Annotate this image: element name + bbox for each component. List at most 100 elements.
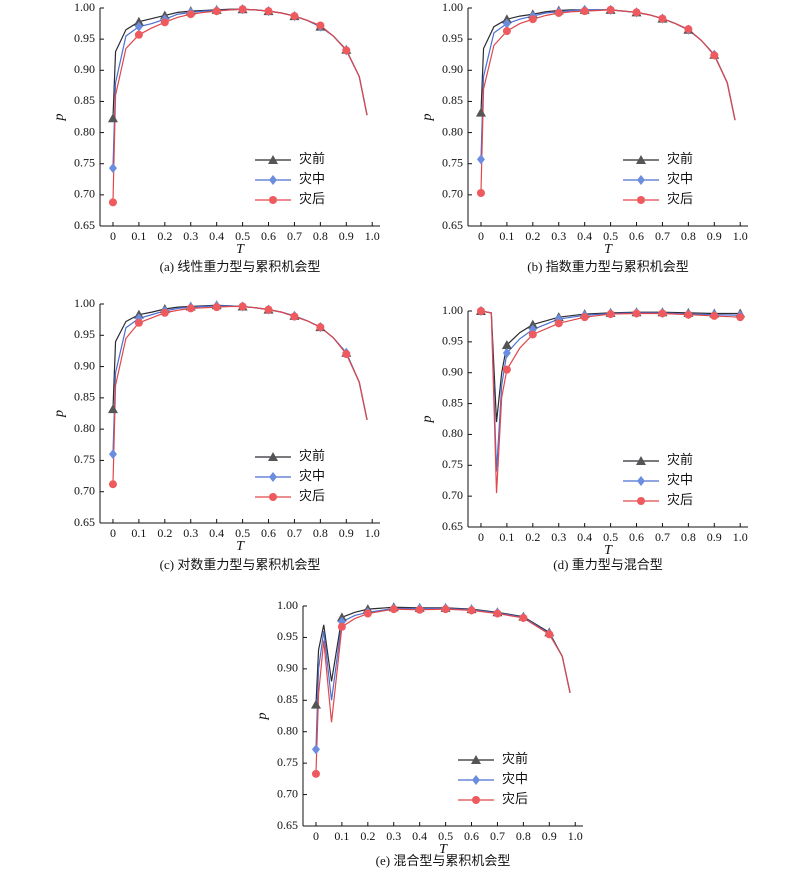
legend-label: 灾后 — [667, 492, 693, 507]
x-tick-label: 0.8 — [681, 229, 696, 243]
x-tick-label: 0.8 — [313, 526, 328, 540]
marker — [107, 113, 118, 123]
x-tick-label: 0.1 — [499, 229, 514, 243]
series-line — [315, 607, 571, 750]
marker — [476, 154, 485, 165]
y-tick-label: 0.85 — [442, 395, 463, 409]
marker — [471, 755, 481, 764]
legend-label: 灾前 — [502, 751, 528, 766]
x-tick-label: 0.7 — [655, 530, 670, 544]
chart-caption: (d) 重力型与混合型 — [553, 557, 662, 572]
marker — [545, 630, 554, 639]
marker — [736, 313, 745, 322]
y-tick-label: 0.75 — [442, 457, 463, 471]
marker — [268, 155, 278, 164]
y-tick-label: 0.70 — [74, 483, 95, 497]
series-line — [112, 305, 368, 455]
legend-label: 灾中 — [299, 468, 325, 483]
marker — [415, 605, 424, 614]
y-tick-label: 0.90 — [74, 358, 95, 372]
y-tick-label: 0.90 — [74, 62, 95, 76]
marker — [337, 622, 346, 631]
x-tick-label: 0.9 — [707, 229, 722, 243]
marker — [684, 310, 693, 319]
chart-caption: (b) 指数重力型与累积机会型 — [527, 259, 688, 274]
y-tick-label: 0.90 — [442, 62, 463, 76]
legend-label: 灾中 — [667, 472, 693, 487]
marker — [502, 18, 511, 29]
marker — [636, 155, 646, 164]
x-axis-label: T — [604, 242, 613, 257]
marker — [269, 196, 277, 204]
marker — [212, 7, 221, 16]
marker — [160, 18, 169, 27]
marker — [476, 307, 485, 315]
marker — [290, 12, 299, 21]
y-tick-label: 0.75 — [74, 452, 95, 466]
y-tick-label: 0.85 — [74, 93, 95, 107]
marker — [342, 46, 351, 55]
y-tick-label: 1.00 — [442, 303, 463, 317]
legend-label: 灾中 — [667, 171, 693, 186]
x-tick-label: 0.1 — [131, 526, 146, 540]
y-tick-label: 0.75 — [74, 155, 95, 169]
x-tick-label: 0.4 — [577, 530, 592, 544]
marker — [632, 309, 641, 318]
x-tick-label: 0.9 — [542, 829, 557, 843]
x-tick-label: 0.1 — [334, 829, 349, 843]
x-tick-label: 0.5 — [235, 526, 250, 540]
marker — [528, 330, 537, 339]
marker — [475, 107, 486, 117]
x-tick-label: 0.9 — [707, 530, 722, 544]
legend-label: 灾前 — [299, 151, 325, 166]
marker — [519, 613, 528, 622]
x-tick-label: 0.7 — [287, 229, 302, 243]
marker — [389, 605, 398, 614]
marker — [108, 480, 117, 489]
marker — [502, 347, 511, 358]
y-tick-label: 0.75 — [277, 755, 298, 769]
x-tick-label: 1.0 — [365, 526, 380, 540]
y-tick-label: 0.80 — [74, 421, 95, 435]
marker — [290, 312, 299, 321]
marker — [186, 10, 195, 19]
marker — [554, 8, 563, 17]
y-tick-label: 1.00 — [74, 296, 95, 310]
legend-label: 灾后 — [667, 191, 693, 206]
series-line — [112, 8, 368, 119]
marker — [134, 318, 143, 327]
x-tick-label: 0.9 — [339, 526, 354, 540]
x-tick-label: 0.6 — [261, 526, 276, 540]
x-tick-label: 0.4 — [577, 229, 592, 243]
marker — [108, 449, 117, 460]
marker — [212, 303, 221, 312]
marker — [107, 404, 118, 414]
chart-caption: (e) 混合型与累积机会型 — [376, 853, 511, 868]
marker — [493, 609, 502, 618]
x-tick-label: 0.4 — [209, 526, 224, 540]
x-tick-label: 0 — [313, 829, 319, 843]
series-line — [480, 9, 736, 160]
x-axis-label: T — [604, 543, 613, 558]
legend-label: 灾中 — [502, 771, 528, 786]
x-tick-label: 0.6 — [629, 530, 644, 544]
marker — [311, 769, 320, 778]
x-tick-label: 1.0 — [733, 229, 748, 243]
x-tick-label: 0 — [110, 229, 116, 243]
x-tick-label: 0.2 — [360, 829, 375, 843]
x-tick-label: 0.6 — [464, 829, 479, 843]
y-axis-label: p — [52, 410, 67, 418]
y-tick-label: 0.70 — [277, 786, 298, 800]
marker — [501, 339, 512, 349]
x-axis-label: T — [439, 842, 448, 857]
x-tick-label: 0.3 — [183, 229, 198, 243]
marker — [632, 8, 641, 17]
legend-label: 灾前 — [667, 452, 693, 467]
legend-label: 灾后 — [299, 191, 325, 206]
marker — [606, 5, 615, 14]
marker — [502, 365, 511, 374]
series-line — [112, 304, 368, 420]
series-line — [480, 9, 736, 194]
marker — [684, 25, 693, 34]
